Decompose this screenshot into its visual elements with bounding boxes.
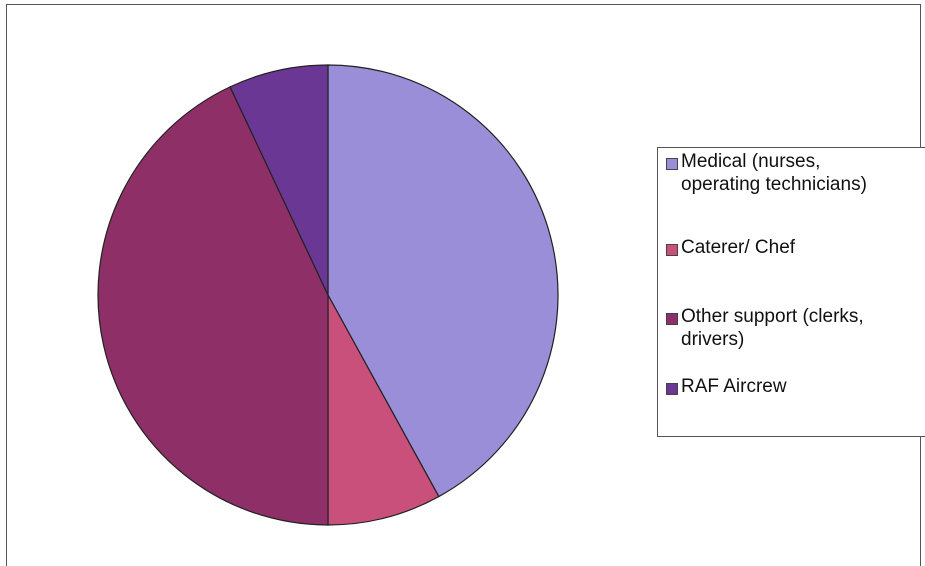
chart-legend: Medical (nurses, operating technicians) … xyxy=(657,147,925,437)
legend-swatch-medical xyxy=(666,158,678,170)
pie-chart xyxy=(97,64,559,526)
pie-slice-raf-aircrew xyxy=(229,64,329,296)
legend-label-raf-aircrew: RAF Aircrew xyxy=(681,376,787,397)
pie-slice-caterer xyxy=(327,294,440,526)
legend-item-medical: Medical (nurses, operating technicians) xyxy=(666,150,867,196)
pie-slice-medical xyxy=(327,64,559,498)
legend-label-other-support: Other support (clerks, drivers) xyxy=(681,306,864,350)
legend-swatch-other-support xyxy=(666,313,678,325)
chart-frame: Medical (nurses, operating technicians) … xyxy=(6,4,925,566)
legend-item-raf-aircrew: RAF Aircrew xyxy=(666,375,787,398)
legend-item-caterer: Caterer/ Chef xyxy=(666,236,795,259)
pie-slice-other-support xyxy=(97,86,329,526)
legend-label-medical: Medical (nurses, operating technicians) xyxy=(681,151,867,195)
legend-item-other-support: Other support (clerks, drivers) xyxy=(666,305,864,351)
legend-swatch-raf-aircrew xyxy=(666,383,678,395)
legend-label-caterer: Caterer/ Chef xyxy=(681,237,796,258)
legend-swatch-caterer xyxy=(666,244,678,256)
